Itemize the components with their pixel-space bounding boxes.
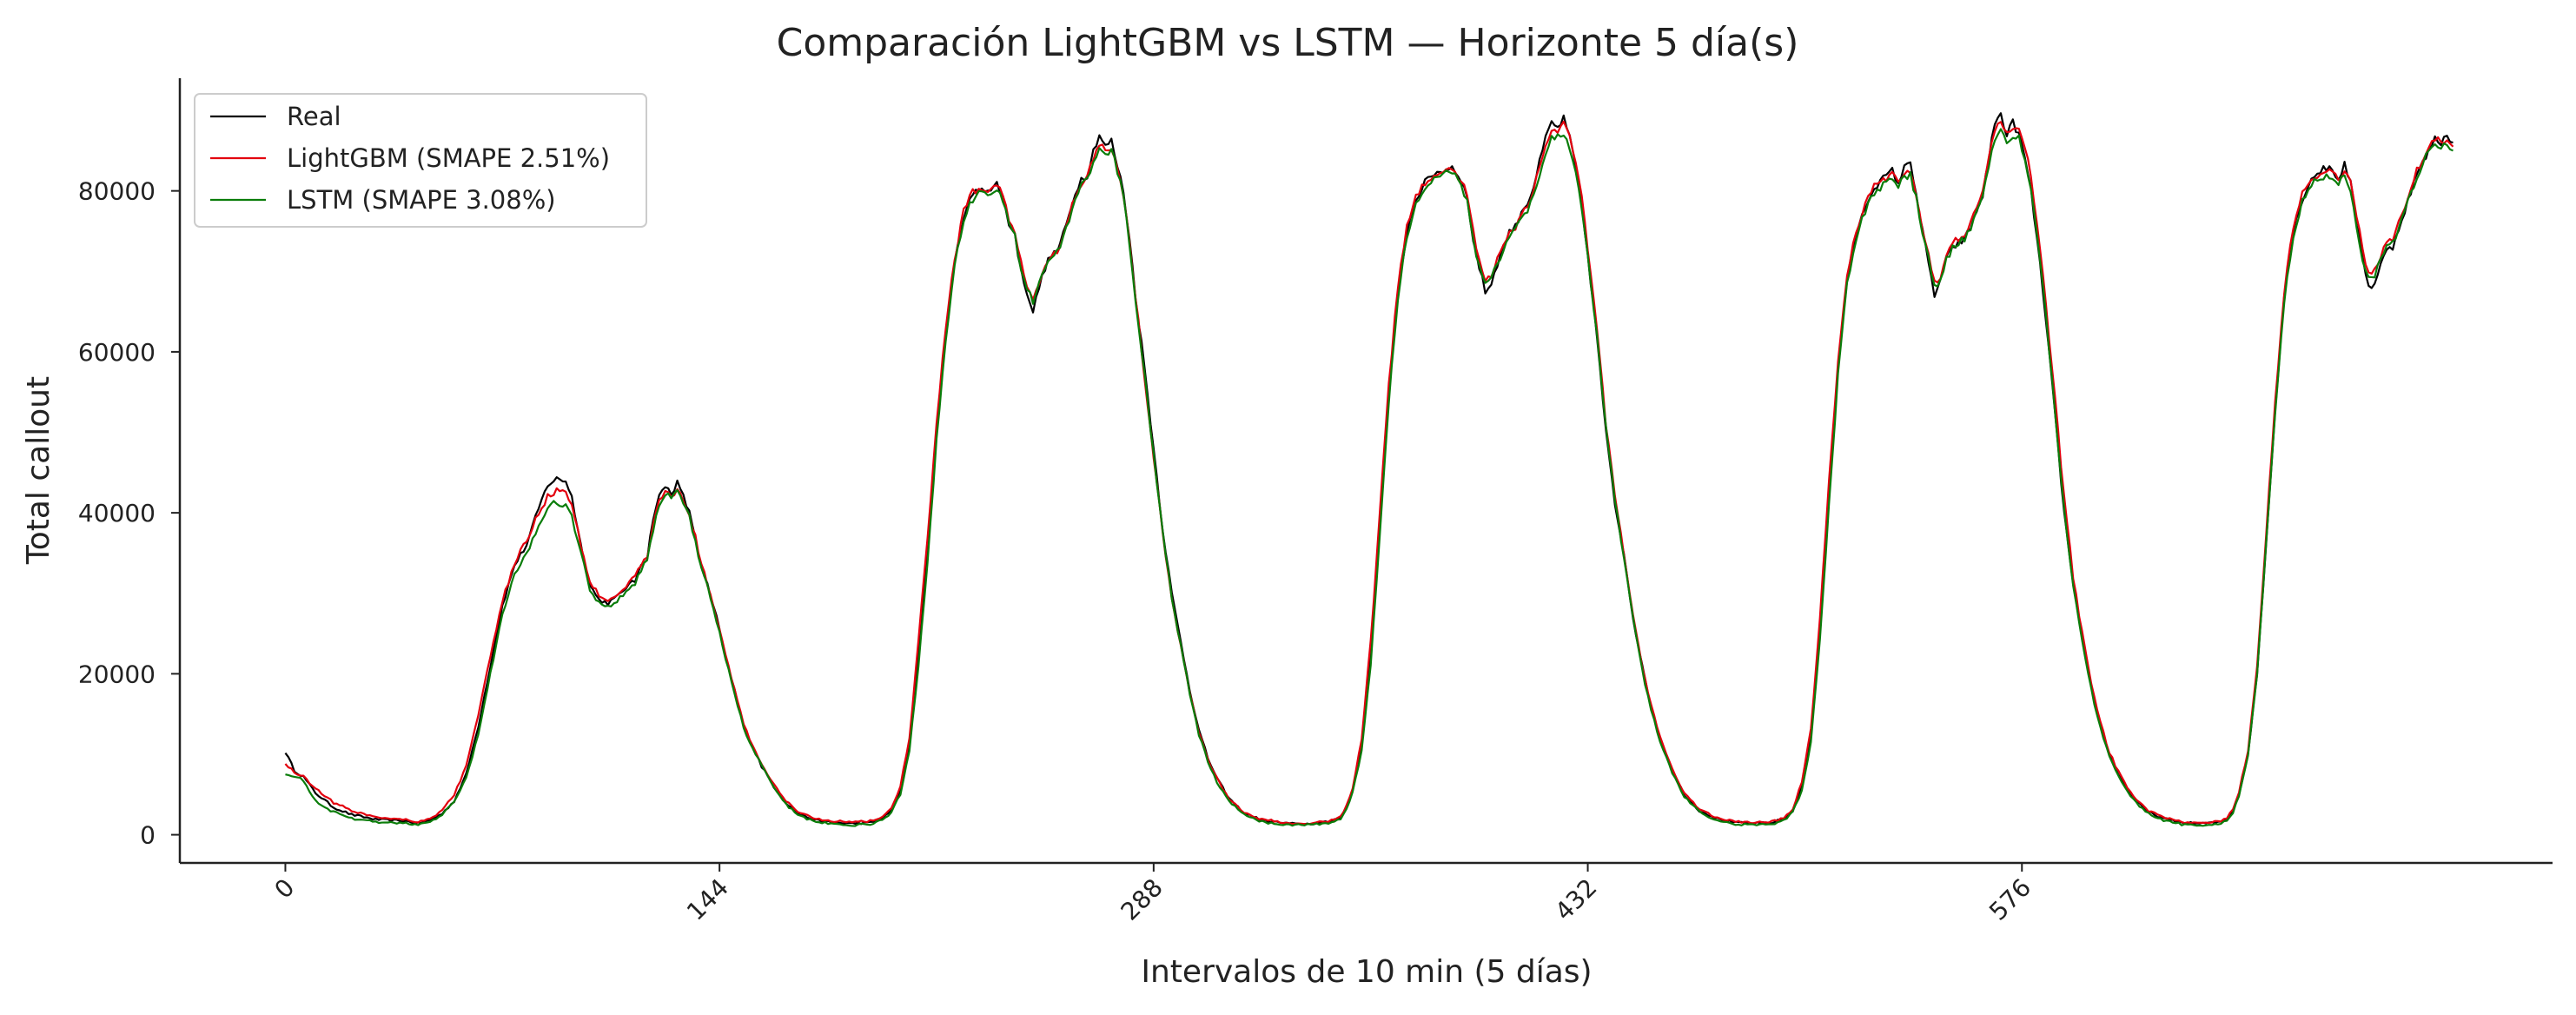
- series-line-3: [285, 128, 2453, 827]
- legend: Real LightGBM (SMAPE 2.51%) LSTM (SMAPE 3.…: [194, 93, 647, 228]
- chart-title: Comparación LightGBM vs LSTM — Horizonte…: [777, 21, 1799, 65]
- y-tick-label: 0: [140, 821, 156, 850]
- x-axis-label: Intervalos de 10 min (5 días): [1141, 954, 1592, 990]
- legend-label: LSTM (SMAPE 3.08%): [287, 185, 556, 215]
- y-axis-label: Total callout: [21, 376, 56, 565]
- legend-box: [194, 93, 647, 228]
- legend-label: LightGBM (SMAPE 2.51%): [287, 143, 610, 173]
- y-tick-label: 40000: [78, 499, 156, 527]
- legend-label: Real: [287, 102, 341, 131]
- y-tick-label: 20000: [78, 660, 156, 688]
- y-tick-label: 60000: [78, 338, 156, 367]
- plot-area: [284, 112, 2454, 827]
- y-tick-label: 80000: [78, 177, 156, 206]
